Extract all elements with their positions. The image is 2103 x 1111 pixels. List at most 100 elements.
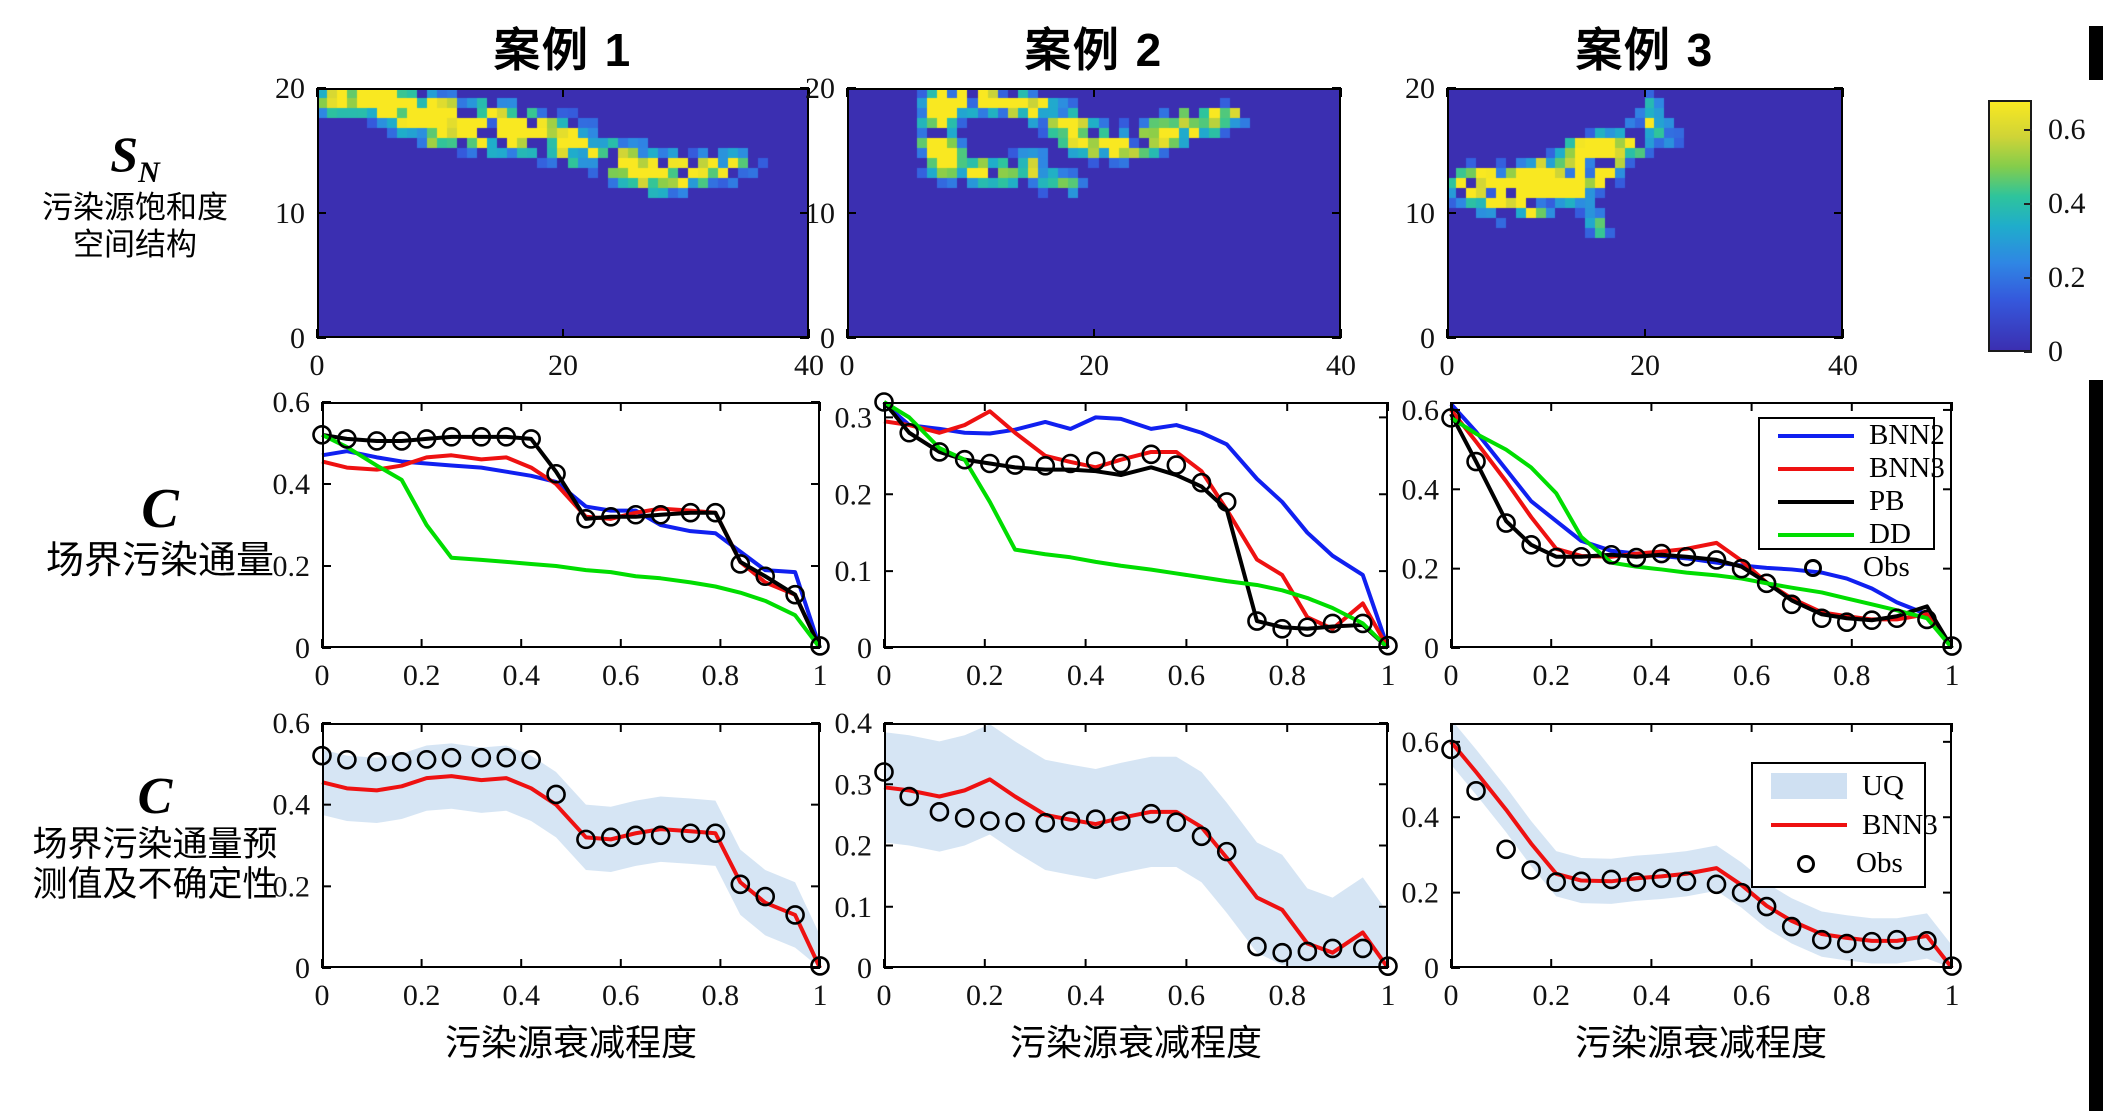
y-tick-label: 0.6 bbox=[1402, 726, 1440, 759]
obs-point bbox=[680, 502, 701, 523]
x-tick-label: 0.6 bbox=[602, 979, 640, 1012]
saturation-map-case3-axes-svg: 0 20 40 0 10 20 bbox=[1405, 72, 1858, 382]
legend-line-swatch bbox=[1771, 823, 1847, 827]
legend-label: UQ bbox=[1862, 769, 1904, 802]
obs-point bbox=[755, 566, 776, 587]
x-tick-label: 1 bbox=[813, 979, 828, 1012]
obs-point bbox=[1005, 812, 1025, 833]
obs-point bbox=[441, 427, 462, 447]
obs-point bbox=[1141, 803, 1161, 824]
obs-point bbox=[1862, 610, 1882, 631]
obs-point bbox=[1111, 453, 1131, 474]
uq-band bbox=[1451, 723, 1952, 968]
obs-point bbox=[1035, 456, 1056, 476]
legend-item-Obs: Obs bbox=[1753, 847, 1924, 880]
x-tick-label: 0.8 bbox=[702, 979, 740, 1012]
obs-point bbox=[705, 502, 726, 523]
obs-point bbox=[899, 422, 920, 443]
x-tick-label: 0.6 bbox=[1168, 979, 1206, 1012]
x-tick-label: 0.4 bbox=[502, 659, 540, 692]
legend-band-swatch bbox=[1771, 773, 1847, 800]
obs-point bbox=[1887, 608, 1907, 629]
y-tick-label: 0.2 bbox=[835, 478, 873, 511]
plot-legend: BNN2 BNN3 PB DD Obs bbox=[1758, 417, 1945, 583]
x-tick-label: 0 bbox=[1444, 659, 1459, 692]
obs-point bbox=[1887, 929, 1907, 950]
obs-point bbox=[1706, 550, 1727, 570]
obs-point bbox=[1466, 781, 1486, 801]
xaxis-label-col3: 污染源衰减程度 bbox=[1574, 1022, 1827, 1063]
x-tick-label: 0.2 bbox=[966, 659, 1004, 692]
obs-point bbox=[1191, 826, 1212, 847]
obs-point bbox=[1676, 871, 1697, 892]
series-DD bbox=[882, 400, 1390, 650]
colorbar: 0 0.2 0.4 0.6 bbox=[1988, 100, 2086, 367]
x-tick-label: 0.2 bbox=[1532, 979, 1570, 1012]
row2-label-flux: C 场界污染通量 bbox=[20, 480, 300, 583]
x-tick-label: 0.2 bbox=[966, 979, 1004, 1012]
obs-point bbox=[1651, 543, 1672, 564]
obs-point bbox=[680, 823, 701, 844]
obs-point bbox=[1811, 608, 1832, 629]
obs-point bbox=[1756, 896, 1777, 917]
axes: 0 0.2 0.4 0.6 0.8 1 0 0.2 0.4 0.6 bbox=[273, 707, 828, 1012]
obs-point bbox=[1085, 809, 1106, 829]
y-tick-label: 0.3 bbox=[835, 768, 873, 801]
axes: 0 20 40 0 10 20 bbox=[275, 72, 824, 382]
series-DD bbox=[321, 433, 822, 650]
uq-case2-svg: 0 0.2 0.4 0.6 0.8 1 0 0.1 0.2 0.3 0.4 bbox=[835, 707, 1398, 1012]
legend-label: PB bbox=[1869, 485, 1905, 517]
x-tick-label: 20 bbox=[548, 349, 578, 382]
legend-line-swatch bbox=[1778, 433, 1854, 438]
y-tick-label: 0.2 bbox=[1402, 877, 1440, 910]
obs-point bbox=[1496, 839, 1516, 860]
series-BNN2 bbox=[321, 449, 822, 649]
uq-band bbox=[884, 724, 1388, 968]
obs-point bbox=[1626, 547, 1647, 568]
x-tick-label: 0.8 bbox=[702, 659, 740, 692]
obs-point bbox=[705, 823, 726, 844]
obs-point bbox=[496, 747, 517, 768]
obs-point bbox=[337, 429, 357, 449]
colorbar-tick-label: 0.2 bbox=[2048, 260, 2086, 294]
obs-point bbox=[730, 554, 751, 574]
x-tick-label: 0 bbox=[877, 659, 892, 692]
x-tick-label: 0.2 bbox=[403, 659, 441, 692]
y-tick-label: 0 bbox=[1424, 632, 1439, 665]
y-tick-label: 0.3 bbox=[835, 401, 873, 434]
uq-plot-case3: 0 0.2 0.4 0.6 0.8 1 0 0.2 0.4 0.6 UQ BNN3 Obs bbox=[1402, 723, 1962, 1012]
row2-label-line1: 场界污染通量 bbox=[45, 539, 274, 582]
uq-case3-svg: 0 0.2 0.4 0.6 0.8 1 0 0.2 0.4 0.6 bbox=[1402, 723, 1962, 1012]
legend-item-DD: DD bbox=[1760, 518, 1933, 551]
legend-item-BNN2: BNN2 bbox=[1760, 419, 1945, 452]
y-tick-label: 0.6 bbox=[1402, 394, 1440, 427]
uq-band bbox=[322, 743, 820, 968]
row3-label-line1: 场界污染通量预 bbox=[32, 824, 278, 864]
obs-point bbox=[521, 749, 541, 770]
obs-point bbox=[1917, 609, 1937, 630]
obs-point bbox=[929, 802, 950, 822]
obs-point bbox=[1322, 938, 1343, 959]
obs-point bbox=[1731, 558, 1752, 579]
obs-point bbox=[471, 747, 492, 768]
y-tick-label: 0.2 bbox=[835, 830, 873, 863]
x-tick-label: 0.4 bbox=[1067, 659, 1105, 692]
x-tick-label: 0.6 bbox=[1733, 659, 1771, 692]
x-tick-label: 0.8 bbox=[1833, 979, 1871, 1012]
obs-point bbox=[601, 507, 621, 527]
y-tick-label: 0.6 bbox=[273, 386, 311, 419]
x-tick-label: 0.8 bbox=[1268, 979, 1306, 1012]
colorbar-tick-label: 0.4 bbox=[2048, 186, 2086, 220]
obs-point bbox=[1272, 618, 1292, 639]
colorbar-tick bbox=[2024, 202, 2032, 205]
heatmap-case3: 0 20 40 0 10 20 bbox=[1405, 72, 1858, 382]
saturation-map-case1-axes-svg: 0 20 40 0 10 20 bbox=[275, 72, 824, 382]
case-title-3: 案例 3 bbox=[1575, 24, 1715, 76]
x-tick-label: 40 bbox=[1828, 349, 1858, 382]
x-tick-label: 0 bbox=[315, 979, 330, 1012]
y-tick-label: 0.4 bbox=[1402, 473, 1440, 506]
y-tick-label: 0 bbox=[820, 322, 835, 355]
obs-point bbox=[755, 886, 776, 907]
heatmap-case2: 0 20 40 0 10 20 bbox=[805, 72, 1356, 382]
x-tick-label: 0.6 bbox=[1168, 659, 1206, 692]
